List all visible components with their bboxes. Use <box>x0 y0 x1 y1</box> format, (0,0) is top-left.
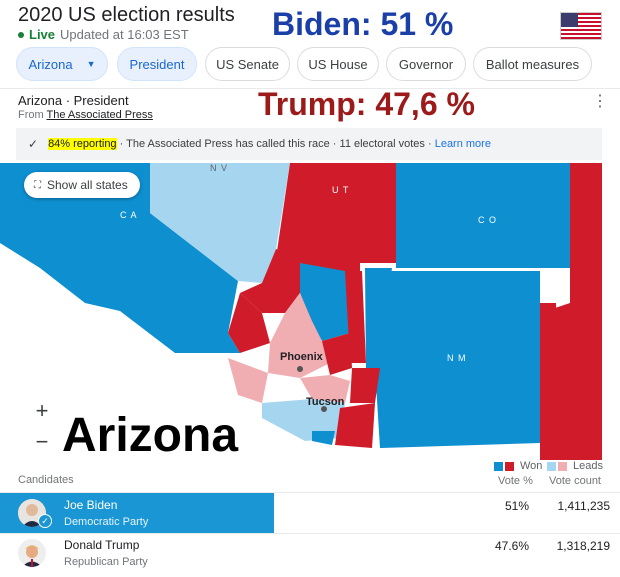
rep-leads-swatch <box>558 461 567 471</box>
legend-leads: Leads <box>547 460 603 472</box>
live-label: Live <box>29 27 56 42</box>
map-region-new-mexico <box>375 271 540 448</box>
expand-icon: ⛶ <box>34 179 41 191</box>
tab-president[interactable]: President <box>117 47 197 81</box>
candidate-name: Joe Biden <box>64 498 118 512</box>
map-county-gila <box>322 333 352 375</box>
reporting-badge: 84% reporting <box>48 138 117 150</box>
map-region-texas <box>540 303 560 460</box>
us-flag-icon <box>560 12 602 40</box>
candidate-party: Democratic Party <box>64 516 149 528</box>
vote-pct: 47.6% <box>494 539 529 553</box>
live-status: Live Updated at 16:03 EST <box>18 27 189 42</box>
tab-ballot-measures[interactable]: Ballot measures <box>473 47 592 81</box>
state-dropdown-label: Arizona <box>28 56 73 72</box>
map-county-apache <box>365 268 392 368</box>
rep-won-swatch <box>505 461 514 471</box>
legend-won-label: Won <box>520 460 543 472</box>
legend-won: Won <box>494 460 542 472</box>
dem-leads-swatch <box>547 461 556 471</box>
updated-time: Updated at 16:03 EST <box>60 27 189 42</box>
avatar <box>18 539 46 567</box>
map-county-yuma <box>228 358 268 403</box>
tab-governor[interactable]: Governor <box>386 47 466 81</box>
zoom-in-button[interactable]: + <box>28 397 56 425</box>
chevron-down-icon: ▼ <box>86 59 96 69</box>
tab-us-house[interactable]: US House <box>297 47 379 81</box>
learn-more-link[interactable]: Learn more <box>434 138 491 150</box>
phoenix-dot <box>297 366 303 372</box>
map-county-coconino <box>300 263 350 341</box>
map-county-yavapai <box>270 293 312 348</box>
map-label-ca: C A <box>120 210 138 220</box>
map-county-santacruz <box>312 431 335 445</box>
row-divider <box>0 492 620 493</box>
map-county-maricopa <box>268 321 330 378</box>
status-text: · The Associated Press has called this r… <box>116 138 435 150</box>
divider <box>0 88 620 89</box>
map-region-utah <box>276 163 396 281</box>
election-map[interactable]: N V U T C A C O N M Phoenix Tucson <box>0 163 620 460</box>
candidates-header: Candidates <box>18 474 74 486</box>
map-label-ut: U T <box>332 185 349 195</box>
tab-us-senate[interactable]: US Senate <box>205 47 290 81</box>
map-county-mohave <box>240 249 305 313</box>
candidate-party: Republican Party <box>64 556 148 568</box>
arizona-overlay-text: Arizona <box>62 409 239 462</box>
vote-pct: 51% <box>504 499 529 513</box>
map-region-california <box>0 163 240 353</box>
more-options-icon[interactable]: ⋮ <box>592 93 608 110</box>
vote-count: 1,318,219 <box>556 539 610 553</box>
vote-count-header: Vote count <box>549 475 601 487</box>
map-label-tucson: Tucson <box>306 396 345 408</box>
live-dot-icon <box>18 31 24 38</box>
candidate-name: Donald Trump <box>64 538 140 552</box>
map-county-pinal <box>300 375 350 403</box>
tucson-dot <box>321 406 327 412</box>
map-label-nm: N M <box>447 353 467 363</box>
map-county-graham <box>350 368 380 403</box>
card-title: Arizona · President <box>18 93 129 108</box>
trump-overlay-text: Trump: 47,6 % <box>258 86 475 122</box>
map-county-cochise <box>335 403 375 448</box>
map-label-phoenix: Phoenix <box>280 351 324 363</box>
status-bar: ✓ 84% reporting · The Associated Press h… <box>16 128 602 160</box>
zoom-out-button[interactable]: − <box>28 428 56 456</box>
show-all-states-button[interactable]: ⛶ Show all states <box>24 172 140 198</box>
map-region-nevada <box>150 163 290 283</box>
card-source: From The Associated Press <box>18 109 153 121</box>
source-link[interactable]: The Associated Press <box>46 109 153 121</box>
page-title: 2020 US election results <box>18 4 235 26</box>
vote-pct-header: Vote % <box>498 475 533 487</box>
legend-leads-label: Leads <box>573 460 603 472</box>
state-dropdown[interactable]: Arizona ▼ <box>16 47 108 81</box>
map-label-co: C O <box>478 215 497 225</box>
dem-won-swatch <box>494 461 503 471</box>
winner-check-icon: ✓ <box>38 514 52 528</box>
source-prefix: From <box>18 109 47 121</box>
vote-count: 1,411,235 <box>557 499 611 513</box>
show-all-label: Show all states <box>47 178 128 192</box>
map-region-colorado <box>396 163 570 268</box>
map-county-lapaz <box>228 293 270 353</box>
map-label-nv: N V <box>210 163 228 173</box>
check-icon: ✓ <box>28 137 39 151</box>
biden-overlay-text: Biden: 51 % <box>272 6 454 42</box>
row-divider <box>0 533 620 534</box>
